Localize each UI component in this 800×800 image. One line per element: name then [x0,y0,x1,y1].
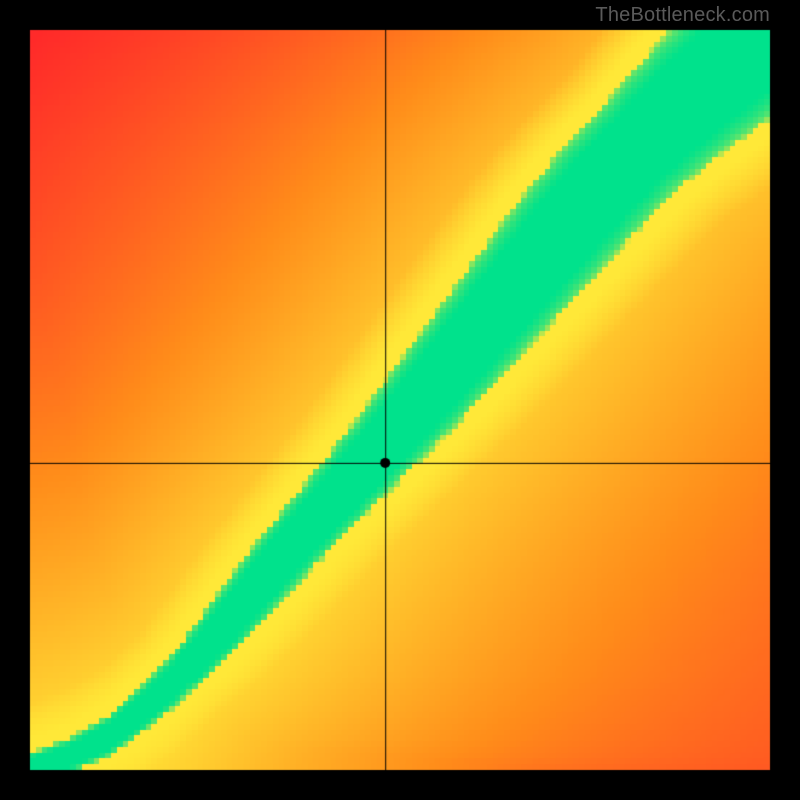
watermark-text: TheBottleneck.com [595,4,770,27]
bottleneck-heatmap [0,0,800,800]
chart-container: TheBottleneck.com [0,0,800,800]
